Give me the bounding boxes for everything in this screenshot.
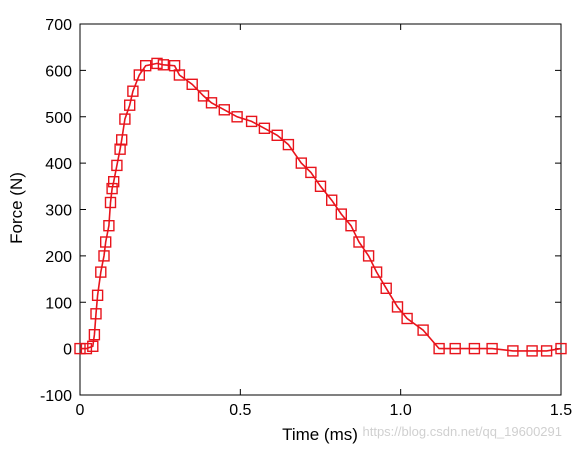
x-tick-label: 1.5 xyxy=(550,402,572,419)
data-point-marker xyxy=(449,342,461,355)
data-point-marker xyxy=(157,59,170,71)
y-tick-label: 400 xyxy=(45,156,72,173)
data-point-marker xyxy=(88,329,101,341)
plot-frame xyxy=(79,23,562,396)
data-point-marker xyxy=(468,342,481,355)
data-point-marker xyxy=(123,99,136,111)
data-point-marker xyxy=(151,57,163,70)
data-point-marker xyxy=(87,340,99,352)
y-tick-label: 0 xyxy=(63,342,72,359)
data-point-marker xyxy=(295,157,307,169)
data-point-marker xyxy=(91,289,104,301)
data-point-marker xyxy=(104,196,117,209)
y-tick-label: 200 xyxy=(45,249,72,266)
data-point-marker xyxy=(391,301,404,313)
data-point-marker xyxy=(380,282,392,294)
data-point-marker xyxy=(362,250,375,262)
data-point-marker xyxy=(95,266,107,278)
data-point-marker xyxy=(345,219,357,232)
x-tick-label: 0 xyxy=(76,402,85,419)
data-point-marker xyxy=(401,312,413,325)
data-point-marker xyxy=(133,69,146,81)
y-tick-label: 600 xyxy=(45,63,72,80)
data-point-marker xyxy=(486,342,498,355)
y-tick-label: 100 xyxy=(45,295,72,312)
data-point-marker xyxy=(139,60,152,72)
data-point-marker xyxy=(106,182,118,195)
data-point-marker xyxy=(127,85,139,97)
data-point-marker xyxy=(335,208,347,220)
watermark-text: https://blog.csdn.net/qq_19600291 xyxy=(363,424,563,439)
data-point-marker xyxy=(107,175,120,188)
data-point-marker xyxy=(353,236,365,248)
data-point-marker xyxy=(540,345,553,357)
data-point-marker xyxy=(282,138,295,151)
data-point-marker xyxy=(305,166,317,179)
data-point-marker xyxy=(74,342,86,355)
force-series-line xyxy=(80,62,562,352)
data-point-marker xyxy=(258,122,271,135)
data-point-marker xyxy=(90,308,102,320)
force-series-markers xyxy=(74,57,567,357)
data-point-marker xyxy=(99,236,112,248)
x-tick-label: 1.0 xyxy=(390,402,412,419)
data-point-marker xyxy=(103,219,115,232)
data-point-marker xyxy=(370,266,383,278)
data-point-marker xyxy=(197,90,210,102)
data-point-marker xyxy=(115,134,128,146)
data-point-marker xyxy=(80,342,93,355)
data-point-marker xyxy=(433,342,445,355)
data-point-marker xyxy=(271,129,283,142)
x-tick-label: 0.5 xyxy=(229,402,251,419)
data-point-marker xyxy=(245,115,258,128)
data-point-marker xyxy=(231,111,243,123)
y-tick-label: 300 xyxy=(45,203,72,220)
data-point-marker xyxy=(218,104,231,116)
x-axis-title: Time (ms) xyxy=(282,425,358,444)
data-point-marker xyxy=(173,69,186,81)
data-point-marker xyxy=(326,194,338,206)
axis-ticks xyxy=(79,23,562,396)
y-tick-label: 700 xyxy=(45,17,72,34)
data-point-marker xyxy=(119,113,131,125)
data-point-marker xyxy=(507,345,519,357)
data-point-marker xyxy=(526,345,538,357)
y-tick-label: -100 xyxy=(40,388,72,405)
data-point-marker xyxy=(314,180,327,193)
data-point-marker xyxy=(186,78,198,91)
data-point-marker xyxy=(417,324,429,336)
data-point-marker xyxy=(205,97,218,109)
data-point-marker xyxy=(98,250,110,262)
y-tick-label: 500 xyxy=(45,110,72,127)
data-point-marker xyxy=(555,342,567,355)
data-point-marker xyxy=(111,159,123,172)
y-axis-title: Force (N) xyxy=(7,172,26,244)
